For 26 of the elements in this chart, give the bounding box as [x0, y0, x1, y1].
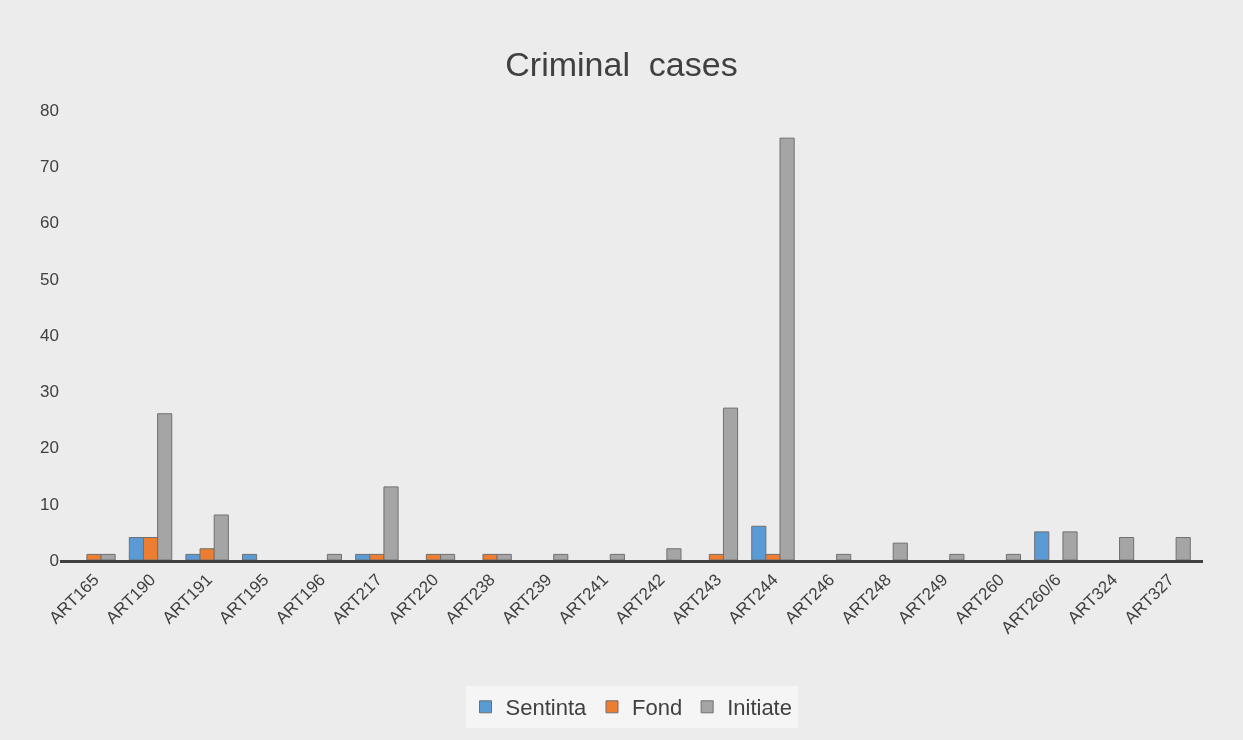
bar	[326, 553, 343, 560]
legend-label: Initiate	[727, 695, 792, 721]
y-tick-label: 60	[40, 213, 59, 233]
bar	[1034, 531, 1050, 560]
legend-label: Fond	[631, 695, 683, 721]
legend-label: Sentinta	[505, 695, 587, 721]
y-tick-label: 30	[40, 382, 59, 402]
y-tick-label: 20	[40, 438, 59, 458]
bar	[949, 553, 965, 560]
bar	[1005, 553, 1022, 560]
bar	[553, 553, 569, 560]
bar	[666, 548, 682, 560]
chart-title: Criminal cases	[505, 44, 738, 83]
bar	[1062, 531, 1078, 560]
bar	[241, 553, 258, 560]
y-tick-label: 40	[40, 325, 59, 345]
y-tick-label: 10	[40, 494, 59, 514]
y-tick-label: 80	[40, 100, 59, 120]
bar	[1175, 537, 1191, 560]
y-tick-label: 0	[49, 550, 59, 570]
y-tick-label: 50	[40, 269, 59, 289]
bar	[836, 553, 852, 560]
y-tick-label: 70	[40, 157, 59, 177]
bar	[892, 542, 908, 560]
bar	[609, 553, 625, 560]
bar	[1119, 537, 1135, 560]
